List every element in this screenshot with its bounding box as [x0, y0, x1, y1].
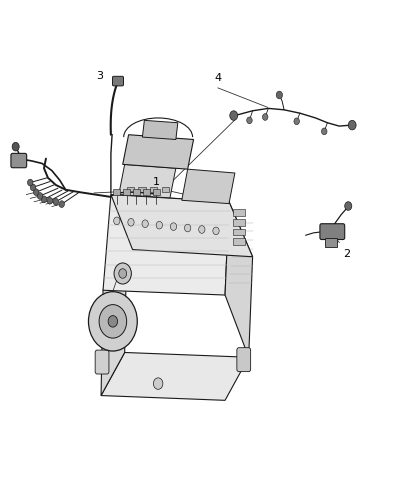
Circle shape	[59, 201, 64, 207]
Circle shape	[142, 220, 148, 228]
Circle shape	[230, 111, 238, 120]
Polygon shape	[119, 164, 176, 198]
Bar	[162, 187, 169, 192]
Polygon shape	[225, 202, 253, 357]
Polygon shape	[182, 169, 235, 204]
Bar	[233, 219, 245, 226]
Bar	[143, 189, 150, 195]
Circle shape	[247, 117, 252, 124]
Bar	[123, 189, 130, 195]
Circle shape	[30, 184, 36, 191]
Circle shape	[119, 269, 127, 278]
Polygon shape	[101, 352, 249, 400]
Bar	[152, 189, 160, 195]
Polygon shape	[101, 245, 127, 396]
Circle shape	[53, 198, 58, 205]
Bar	[325, 238, 337, 247]
Bar	[233, 228, 245, 235]
Circle shape	[345, 202, 352, 210]
FancyBboxPatch shape	[95, 350, 109, 374]
Circle shape	[170, 223, 177, 230]
Circle shape	[262, 114, 268, 120]
Circle shape	[114, 263, 132, 284]
Bar	[233, 209, 245, 216]
Circle shape	[153, 378, 163, 389]
FancyBboxPatch shape	[113, 76, 124, 86]
Polygon shape	[123, 135, 194, 169]
Circle shape	[294, 118, 299, 125]
Circle shape	[41, 196, 47, 203]
FancyBboxPatch shape	[320, 224, 345, 240]
Circle shape	[199, 226, 205, 233]
Circle shape	[213, 227, 219, 235]
Text: 4: 4	[214, 73, 221, 83]
Circle shape	[156, 221, 162, 229]
Circle shape	[47, 197, 53, 204]
Circle shape	[348, 120, 356, 130]
Circle shape	[33, 189, 39, 195]
Text: 2: 2	[343, 249, 350, 259]
Circle shape	[322, 128, 327, 135]
Circle shape	[276, 91, 282, 99]
Bar	[150, 187, 157, 192]
Polygon shape	[103, 194, 229, 295]
Circle shape	[99, 305, 127, 338]
Circle shape	[12, 143, 19, 151]
Bar	[233, 238, 245, 245]
Circle shape	[37, 192, 43, 199]
Text: 3: 3	[96, 71, 103, 81]
Polygon shape	[111, 194, 253, 257]
Circle shape	[128, 218, 134, 226]
Text: 1: 1	[153, 177, 160, 187]
Circle shape	[28, 179, 33, 186]
Bar	[127, 187, 134, 192]
FancyBboxPatch shape	[11, 154, 27, 168]
FancyBboxPatch shape	[237, 348, 251, 372]
Bar	[113, 189, 120, 195]
Bar	[139, 187, 145, 192]
Bar	[133, 189, 140, 195]
Circle shape	[114, 217, 120, 225]
Circle shape	[108, 316, 118, 327]
Circle shape	[184, 224, 191, 232]
Polygon shape	[142, 120, 178, 140]
Circle shape	[88, 292, 137, 351]
